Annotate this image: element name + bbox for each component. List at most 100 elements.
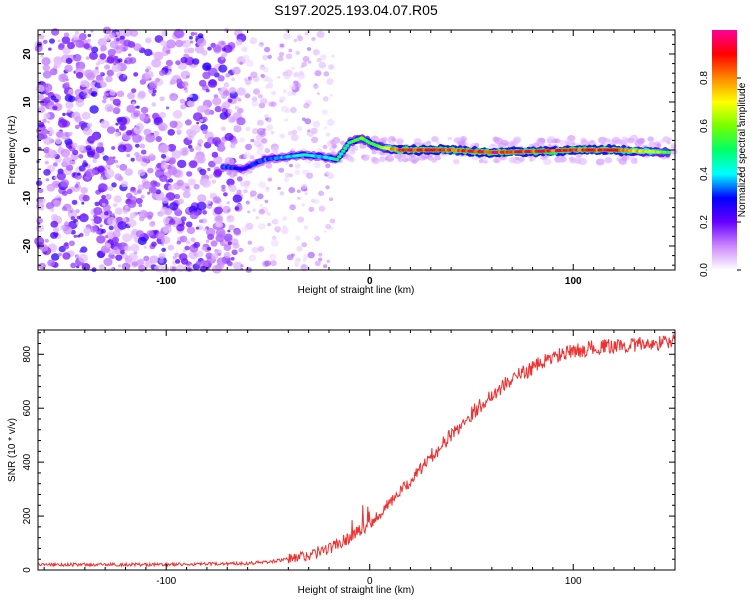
- noise-cell: [99, 264, 105, 270]
- noise-cell: [311, 136, 319, 143]
- noise-cell: [66, 109, 72, 113]
- noise-cell: [264, 84, 270, 89]
- noise-cell: [270, 101, 277, 107]
- noise-cell: [303, 254, 309, 259]
- noise-cell: [245, 59, 254, 67]
- noise-cell: [326, 118, 335, 126]
- snr-y-ticks: 0 200 400 600 800: [22, 332, 675, 573]
- noise-cell: [236, 117, 246, 126]
- noise-cell: [621, 154, 630, 161]
- noise-cell: [322, 96, 329, 102]
- noise-cell: [62, 226, 73, 235]
- noise-cell: [72, 34, 79, 41]
- noise-cell: [232, 194, 242, 203]
- noise-cell: [67, 42, 75, 50]
- noise-cell: [111, 146, 116, 150]
- noise-cell: [42, 134, 48, 139]
- noise-cell: [245, 200, 250, 205]
- noise-cell: [61, 36, 71, 44]
- noise-cell: [166, 39, 176, 49]
- noise-cell: [256, 148, 264, 155]
- noise-cell: [207, 46, 212, 51]
- noise-cell: [109, 90, 116, 96]
- noise-cell: [82, 127, 93, 136]
- noise-cell: [44, 238, 49, 243]
- noise-cell: [202, 129, 208, 135]
- noise-cell: [85, 56, 90, 60]
- noise-cell: [659, 139, 664, 144]
- noise-cell: [143, 245, 147, 249]
- noise-cell: [132, 134, 142, 143]
- noise-cell: [235, 96, 240, 101]
- noise-cell: [130, 243, 140, 252]
- noise-cell: [121, 262, 131, 271]
- noise-cell: [214, 206, 223, 215]
- noise-cell: [184, 89, 189, 93]
- noise-cell: [205, 252, 213, 260]
- noise-cell: [397, 157, 404, 163]
- noise-cell: [152, 130, 160, 137]
- noise-cell: [75, 71, 84, 79]
- noise-cell: [116, 243, 123, 248]
- noise-cell: [235, 39, 243, 46]
- noise-cell: [194, 32, 198, 36]
- noise-cell: [155, 136, 162, 142]
- noise-cell: [249, 190, 257, 197]
- noise-cell: [64, 82, 70, 87]
- noise-cell: [161, 197, 169, 204]
- noise-cell: [112, 107, 121, 115]
- noise-cell: [42, 83, 53, 93]
- noise-cell: [518, 156, 525, 163]
- noise-cell: [168, 166, 178, 176]
- noise-cell: [159, 174, 168, 182]
- noise-cell: [151, 58, 162, 68]
- noise-cell: [325, 223, 331, 230]
- noise-cell: [295, 235, 301, 241]
- noise-cell: [193, 183, 200, 190]
- noise-cell: [264, 46, 271, 53]
- noise-cell: [301, 61, 308, 67]
- colorbar: 0.0 0.2 0.4 0.6 0.8 Normalized spectral ampl…: [699, 30, 748, 277]
- noise-cell: [135, 143, 140, 148]
- noise-cell: [84, 231, 90, 237]
- noise-cell: [238, 137, 245, 143]
- noise-cell: [47, 127, 53, 132]
- noise-cell: [99, 224, 103, 228]
- noise-cell: [109, 97, 115, 102]
- noise-cell: [75, 39, 85, 48]
- noise-cell: [279, 191, 285, 196]
- noise-cell: [206, 200, 211, 205]
- noise-cell: [301, 203, 305, 207]
- noise-cell: [212, 196, 221, 204]
- noise-cell: [547, 143, 552, 148]
- noise-cell: [612, 136, 621, 144]
- noise-cell: [148, 186, 157, 194]
- noise-cell: [50, 95, 57, 101]
- noise-cell: [155, 189, 162, 195]
- noise-cell: [116, 90, 125, 98]
- noise-cell: [129, 216, 134, 221]
- noise-cell: [259, 42, 264, 46]
- noise-cell: [322, 144, 328, 150]
- noise-cell: [656, 143, 661, 147]
- noise-cell: [181, 81, 189, 88]
- noise-cell: [391, 137, 396, 142]
- noise-cell: [112, 203, 118, 208]
- noise-cell: [133, 191, 138, 196]
- noise-cell: [63, 32, 70, 38]
- noise-cell: [122, 74, 126, 78]
- noise-cell: [249, 37, 258, 45]
- noise-cell: [286, 254, 294, 261]
- noise-cell: [167, 244, 175, 251]
- noise-cell: [175, 39, 184, 48]
- noise-cell: [161, 30, 169, 37]
- noise-cell: [76, 265, 80, 269]
- noise-cell: [99, 81, 107, 88]
- noise-cell: [217, 75, 225, 82]
- noise-cell: [253, 140, 262, 148]
- noise-cell: [200, 124, 208, 132]
- noise-cell: [136, 197, 143, 205]
- noise-cell: [55, 130, 64, 138]
- noise-cell: [107, 48, 116, 57]
